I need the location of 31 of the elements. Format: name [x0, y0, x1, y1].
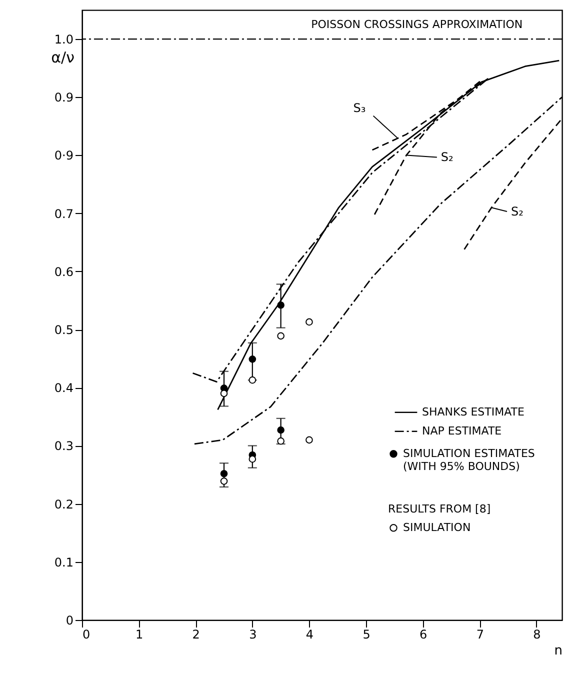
x-tick-label: 8: [533, 628, 541, 642]
annotation: S₂: [510, 204, 524, 219]
legend-label: SHANKS ESTIMATE: [422, 405, 524, 418]
x-tick-label: 0: [82, 628, 90, 642]
y-tick-label: 0.4: [54, 381, 74, 396]
y-tick-label: 0.9: [54, 90, 74, 105]
x-axis-title: n: [554, 644, 562, 658]
y-tick-label: 0.3: [54, 439, 74, 454]
y-tick-label: 0.5: [54, 323, 74, 338]
y-tick-label: 0.1: [54, 555, 74, 570]
x-tick-label: 7: [476, 628, 484, 642]
x-tick-label: 6: [420, 628, 428, 642]
y-tick-label: 0.2: [54, 497, 74, 512]
x-tick-label: 2: [192, 628, 200, 642]
y-tick-label: 0·9: [54, 148, 74, 163]
y-tick-label: 0.6: [54, 264, 74, 279]
legend-title: RESULTS FROM [8]: [388, 502, 491, 516]
y-tick-label: 0.7: [54, 206, 74, 221]
legend-label: SIMULATION: [403, 520, 471, 534]
x-tick-label: 1: [135, 628, 144, 642]
x-tick-label: 5: [362, 628, 370, 642]
text: POISSON CROSSINGS APPROXIMATION: [311, 18, 523, 31]
y-tick-label: 0: [66, 614, 74, 628]
y-axis-title: α/ν: [51, 48, 74, 66]
annotation: S₂: [440, 150, 454, 164]
legend-label: SIMULATION ESTIMATES (WITH 95% BOUNDS): [403, 446, 535, 473]
x-tick-label: 3: [249, 628, 257, 642]
x-tick-label: 4: [306, 628, 314, 642]
annotation: S₃: [353, 100, 366, 115]
legend-label: NAP ESTIMATE: [422, 424, 502, 438]
y-tick-label: 1.0: [54, 32, 74, 47]
